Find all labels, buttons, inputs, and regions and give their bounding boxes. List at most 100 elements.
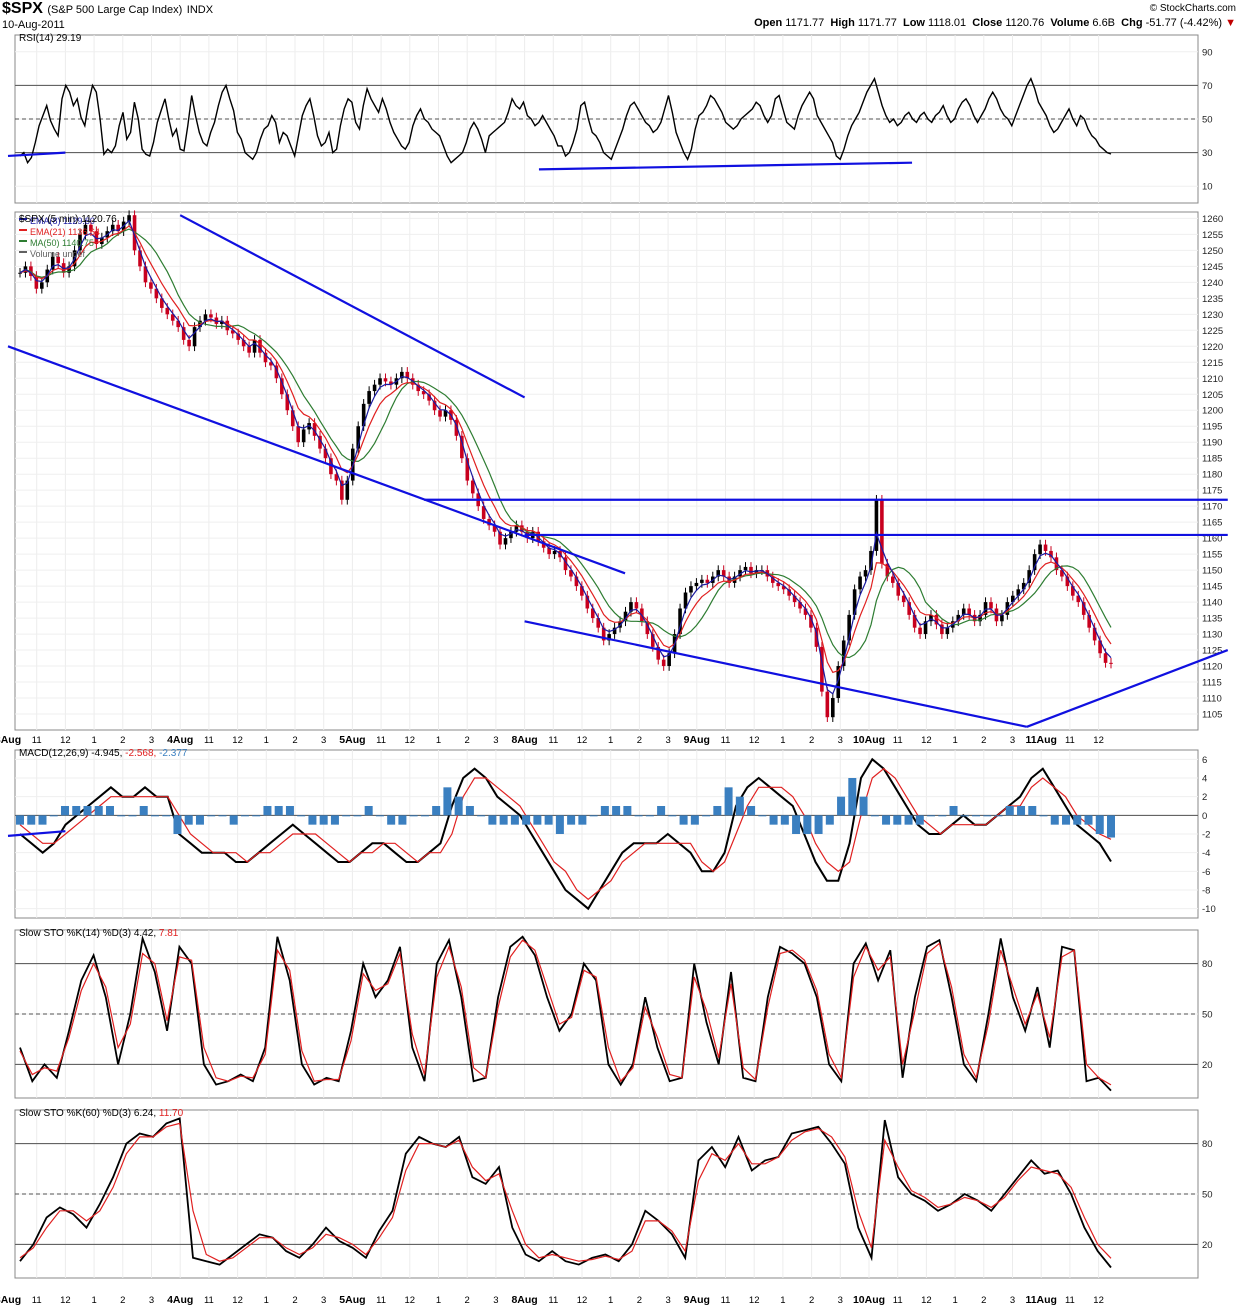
x-tick-label: 12 (921, 735, 932, 746)
price-candle-body (956, 614, 961, 622)
macd-histogram-bar (679, 815, 688, 825)
price-candle-body (138, 250, 142, 267)
price-candle-body (912, 614, 917, 628)
price-candle-body (934, 614, 939, 625)
macd-title-part: MACD(12,26,9) (19, 748, 88, 759)
macd-title-part: -4.945, (88, 748, 122, 759)
macd-histogram-bar (544, 815, 553, 825)
price-candle-body (421, 391, 426, 395)
macd-ytick-label: -8 (1202, 886, 1210, 897)
x-tick-label: 12 (405, 1295, 416, 1306)
macd-histogram-bar (398, 815, 407, 825)
price-ytick-label: 1195 (1202, 422, 1222, 433)
price-candle-body (367, 391, 371, 404)
price-candle-body (694, 582, 699, 587)
macd-histogram-bar (927, 815, 936, 817)
price-candle-body (787, 589, 791, 596)
x-tick-label: 3 (665, 735, 670, 746)
price-candle-body (1043, 544, 1048, 551)
trendline (7, 345, 626, 575)
price-candle-body (274, 365, 279, 379)
rsi-line (19, 76, 1112, 165)
legend-entry: EMA(21) 1136.64 (30, 227, 100, 237)
legend-swatch (19, 251, 27, 253)
x-tick-label: 3 (149, 735, 154, 746)
x-tick-label: 12 (749, 1295, 760, 1306)
macd-histogram-bar (105, 806, 114, 816)
price-candle-body (901, 595, 906, 603)
macd-histogram-bar (218, 815, 227, 817)
open-label: Open (754, 17, 783, 29)
price-candle-body (978, 614, 982, 622)
macd-histogram-bar (1084, 815, 1093, 825)
price-candle-body (590, 608, 595, 619)
rsi-ytick-label: 90 (1202, 47, 1213, 58)
symbol-text: $SPX (2, 0, 43, 17)
price-candle-body (716, 570, 721, 577)
x-tick-label: 12 (232, 1295, 243, 1306)
x-tick-label: 2 (120, 1295, 125, 1306)
x-tick-label: 12 (232, 735, 243, 746)
macd-histogram-bar (915, 815, 924, 825)
price-candle-body (1038, 544, 1042, 555)
price-ytick-label: 1180 (1202, 470, 1222, 481)
x-tick-label: 11 (721, 735, 731, 746)
macd-histogram-bar (893, 815, 902, 825)
price-candle-body (400, 371, 404, 379)
price-ytick-label: 1225 (1202, 326, 1223, 337)
rsi-title: RSI(14) 29.19 (19, 33, 82, 44)
macd-histogram-bar (533, 815, 542, 825)
price-candle-body (705, 579, 710, 583)
price-candle-body (127, 215, 131, 222)
x-tick-label: 12 (577, 1295, 588, 1306)
macd-histogram-bar (567, 815, 576, 825)
price-candle-body (880, 499, 884, 564)
price-candle-body (634, 602, 639, 609)
x-tick-label: 4Aug (167, 1294, 193, 1306)
price-candle-body (792, 595, 797, 603)
macd-histogram-bar (330, 815, 339, 825)
x-tick-label: 2 (465, 735, 470, 746)
sto60-title-part: 11.70 (156, 1108, 183, 1119)
price-candle-body (852, 589, 857, 615)
price-candle-body (743, 566, 748, 571)
x-tick-label: 11 (204, 1295, 214, 1306)
price-candle-body (1060, 570, 1064, 577)
price-candle-body (61, 263, 66, 273)
x-tick-label: 1 (436, 735, 441, 746)
macd-ytick-label: -6 (1202, 867, 1210, 878)
price-candle-body (187, 339, 191, 347)
x-tick-label: 11 (893, 1295, 903, 1306)
sto60-ytick-label: 50 (1202, 1190, 1213, 1201)
price-candle-body (318, 435, 322, 449)
macd-histogram-bar (758, 815, 767, 817)
price-candle-body (563, 557, 568, 571)
macd-histogram-bar (668, 815, 677, 817)
x-tick-label: 11 (721, 1295, 731, 1306)
price-candle-body (814, 627, 819, 647)
x-tick-label: 11 (32, 735, 42, 746)
macd-title-part: -2.568, (122, 748, 156, 759)
x-tick-label: 3 (493, 1295, 498, 1306)
x-tick-label: 11 (893, 735, 903, 746)
price-candle-body (312, 423, 317, 436)
price-candle-body (945, 627, 950, 635)
price-candle-body (836, 666, 841, 699)
price-ytick-label: 1190 (1202, 438, 1222, 449)
price-candle-body (301, 429, 306, 443)
macd-histogram-bar (94, 806, 103, 816)
price-candle-body (1032, 554, 1037, 571)
price-candle-body (203, 314, 208, 321)
legend-entry: MA(50) 1140.75 (30, 238, 94, 248)
low-label: Low (902, 17, 925, 29)
price-candle-body (470, 480, 475, 494)
macd-ytick-label: 2 (1202, 792, 1207, 803)
price-candle-body (78, 234, 82, 251)
exchange: INDX (186, 4, 214, 16)
price-candle-body (1065, 576, 1070, 587)
price-ytick-label: 1255 (1202, 230, 1223, 241)
x-tick-label: 2 (809, 735, 814, 746)
price-candle-body (280, 378, 284, 395)
macd-histogram-bar (555, 815, 564, 834)
x-tick-label: 1 (608, 735, 613, 746)
